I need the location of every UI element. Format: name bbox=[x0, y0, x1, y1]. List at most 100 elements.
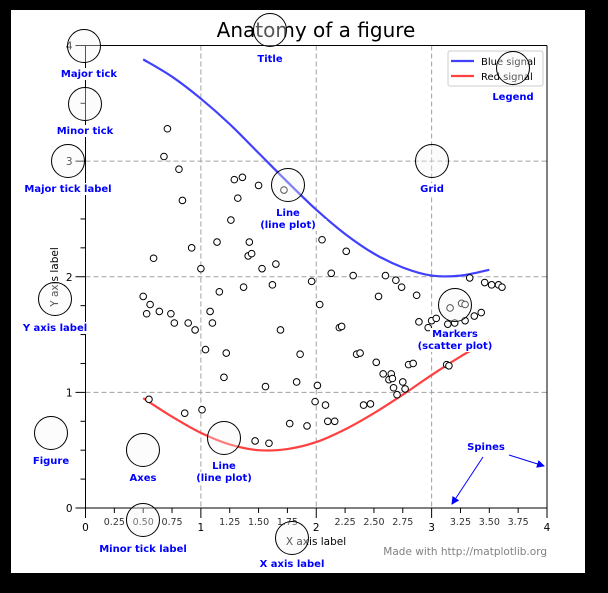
scatter-marker bbox=[432, 314, 441, 323]
y-axis-label: Y axis label bbox=[49, 247, 61, 308]
scatter-marker bbox=[175, 165, 183, 174]
scatter-marker bbox=[230, 175, 239, 184]
annotation-label: Minor tick label bbox=[99, 544, 187, 555]
scatter-marker bbox=[245, 238, 254, 246]
scatter-marker bbox=[233, 194, 242, 202]
scatter-marker bbox=[198, 405, 206, 414]
annotation-label: Line bbox=[276, 208, 300, 219]
spines-arrow-right bbox=[508, 454, 545, 468]
minor-xtick-label: 3.50 bbox=[479, 517, 500, 528]
scatter-marker bbox=[318, 235, 326, 244]
annotation-label-bg bbox=[88, 543, 198, 555]
scatter-marker bbox=[470, 312, 479, 320]
major-ytick-label: 2 bbox=[66, 272, 73, 284]
annotation-label: Major tick bbox=[61, 69, 118, 80]
scatter-marker bbox=[337, 322, 346, 331]
scatter-marker bbox=[311, 397, 319, 406]
spines-arrow-bottom bbox=[451, 456, 484, 505]
annotation-circle bbox=[207, 421, 241, 455]
scatter-marker bbox=[424, 323, 432, 332]
scatter-marker bbox=[272, 260, 280, 268]
scatter-marker bbox=[409, 359, 417, 368]
annotation-label: Axes bbox=[130, 473, 157, 484]
annotation-label: Spines bbox=[467, 442, 505, 453]
scatter-marker bbox=[359, 401, 368, 409]
scatter-marker bbox=[280, 186, 288, 194]
annotation-circle bbox=[126, 433, 160, 467]
blue-signal-line bbox=[142, 58, 490, 278]
annotation-label-bg bbox=[249, 219, 327, 231]
scatter-marker bbox=[415, 318, 423, 326]
annotation-label-bg bbox=[250, 558, 334, 570]
annotation-circle bbox=[34, 416, 68, 450]
major-ytick-label: 3 bbox=[66, 156, 73, 168]
annotation-label-bg bbox=[50, 125, 120, 137]
minor-xtick-label: 2.50 bbox=[363, 517, 384, 528]
scatter-marker bbox=[480, 278, 489, 287]
scatter-marker bbox=[313, 381, 322, 390]
scatter-marker bbox=[251, 437, 259, 445]
legend: Blue signal Red signal bbox=[447, 50, 544, 87]
annotation-label-bg bbox=[208, 460, 240, 472]
scatter-marker bbox=[388, 374, 397, 383]
scatter-marker bbox=[208, 319, 217, 327]
scatter-marker bbox=[276, 326, 285, 334]
annotation-circle bbox=[38, 282, 72, 316]
scatter-marker bbox=[178, 196, 187, 205]
scatter-marker bbox=[381, 271, 390, 280]
minor-xtick-label: 3.75 bbox=[508, 517, 529, 528]
scatter-marker bbox=[389, 383, 398, 392]
scatter-marker bbox=[160, 152, 168, 161]
scatter-marker bbox=[461, 300, 469, 309]
annotation-label: Legend bbox=[492, 92, 533, 103]
major-xtick-label: 4 bbox=[544, 522, 551, 534]
annotation-circle bbox=[253, 13, 287, 47]
minor-xtick-label: 2.25 bbox=[335, 517, 356, 528]
annotation-label: Y axis label bbox=[22, 323, 87, 334]
scatter-marker bbox=[477, 308, 486, 317]
x-axis-label: X axis label bbox=[286, 536, 346, 548]
annotation-circle bbox=[67, 29, 101, 63]
legend-box bbox=[447, 50, 544, 87]
scatter-marker bbox=[323, 417, 332, 426]
scatter-marker bbox=[258, 264, 266, 273]
scatter-marker bbox=[261, 382, 270, 391]
major-xtick-label: 2 bbox=[313, 522, 320, 534]
annotation-circle bbox=[438, 288, 472, 322]
scatter-marker bbox=[191, 326, 199, 334]
scatter-marker bbox=[268, 281, 277, 289]
annotation-label-bg bbox=[251, 53, 289, 65]
scatter-marker bbox=[180, 409, 189, 417]
scatter-marker bbox=[374, 292, 383, 301]
scatter-marker bbox=[213, 238, 221, 246]
annotation-label: (scatter plot) bbox=[418, 341, 493, 352]
scatter-markers bbox=[139, 124, 506, 448]
minor-xtick-label: 0.50 bbox=[133, 517, 154, 528]
scatter-marker bbox=[139, 292, 147, 301]
annotation-label: Line bbox=[212, 461, 236, 472]
major-xtick-label: 3 bbox=[428, 522, 435, 534]
scatter-marker bbox=[163, 124, 172, 133]
scatter-marker bbox=[465, 274, 474, 282]
scatter-marker bbox=[349, 271, 357, 280]
scatter-marker bbox=[342, 247, 351, 256]
annotation-label-bg bbox=[54, 68, 124, 80]
minor-xtick-label: 0.75 bbox=[161, 517, 182, 528]
spines-arrows bbox=[451, 454, 545, 505]
major-ytick-label: 1 bbox=[66, 387, 73, 399]
annotation-circle bbox=[415, 144, 449, 178]
scatter-marker bbox=[392, 276, 400, 285]
annotation-label-bg bbox=[185, 472, 263, 484]
scatter-marker bbox=[201, 345, 210, 354]
annotation-circle bbox=[126, 503, 160, 537]
legend-entry-label: Red signal bbox=[481, 72, 533, 83]
annotation-label-bg bbox=[272, 207, 304, 219]
annotation-label: Major tick label bbox=[24, 184, 111, 195]
scatter-marker bbox=[220, 373, 228, 382]
annotation-label-bg bbox=[13, 322, 97, 334]
scatter-marker bbox=[247, 249, 256, 258]
scatter-marker bbox=[327, 269, 336, 278]
scatter-marker bbox=[412, 291, 421, 300]
major-xtick-label: 0 bbox=[82, 522, 89, 534]
annotation-label-bg bbox=[491, 91, 535, 103]
